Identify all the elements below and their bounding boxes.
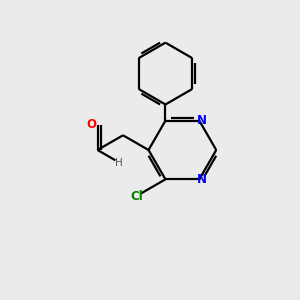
Text: Cl: Cl	[130, 190, 143, 203]
Text: N: N	[197, 173, 207, 186]
Text: O: O	[86, 118, 96, 131]
Text: H: H	[115, 158, 123, 168]
Text: N: N	[197, 114, 207, 127]
